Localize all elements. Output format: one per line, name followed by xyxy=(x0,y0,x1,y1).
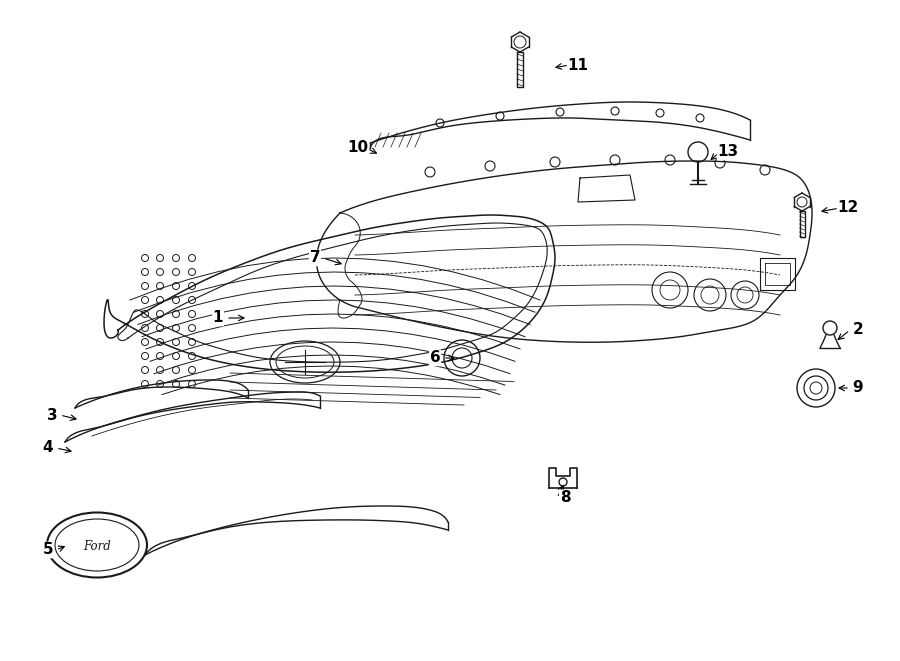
Text: 6: 6 xyxy=(429,350,440,366)
Text: 13: 13 xyxy=(717,145,739,159)
Text: 10: 10 xyxy=(347,141,369,155)
Text: 7: 7 xyxy=(310,251,320,266)
Text: 8: 8 xyxy=(560,490,571,506)
Text: 9: 9 xyxy=(852,381,863,395)
Text: 1: 1 xyxy=(212,311,223,325)
Text: 5: 5 xyxy=(42,543,53,557)
Text: Ford: Ford xyxy=(83,541,111,553)
Text: 2: 2 xyxy=(852,323,863,338)
Text: 12: 12 xyxy=(837,200,859,215)
Text: 3: 3 xyxy=(47,407,58,422)
Text: 4: 4 xyxy=(42,440,53,455)
Text: 11: 11 xyxy=(568,58,589,73)
